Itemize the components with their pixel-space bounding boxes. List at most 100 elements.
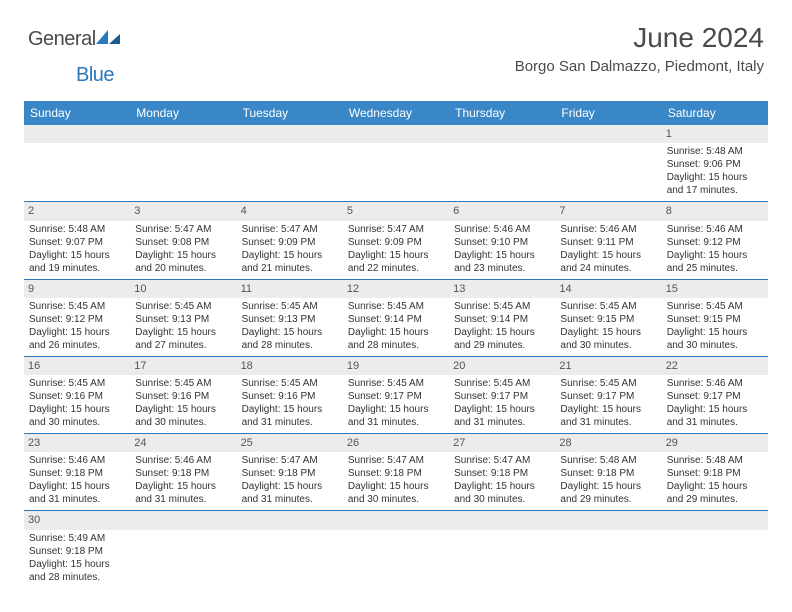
day-info-line: Sunrise: 5:45 AM — [454, 377, 550, 390]
calendar-day-cell: 30Sunrise: 5:49 AMSunset: 9:18 PMDayligh… — [24, 511, 130, 588]
day-info-line: Daylight: 15 hours — [560, 249, 656, 262]
day-info-line: Sunset: 9:13 PM — [242, 313, 338, 326]
day-info-line: and 30 minutes. — [135, 416, 231, 429]
day-info-line: and 23 minutes. — [454, 262, 550, 275]
day-info-line: Sunset: 9:06 PM — [667, 158, 763, 171]
calendar-day-cell: 11 Sunrise: 5:45 AMSunset: 9:13 PMDayligh… — [237, 279, 343, 356]
calendar-day-cell: 27Sunrise: 5:47 AMSunset: 9:18 PMDayligh… — [449, 434, 555, 511]
calendar-day-cell: 1Sunrise: 5:48 AMSunset: 9:06 PMDaylight… — [662, 125, 768, 202]
day-info-line: Sunrise: 5:48 AM — [667, 454, 763, 467]
day-info-line: Sunrise: 5:45 AM — [242, 377, 338, 390]
sail-icon — [94, 28, 122, 46]
day-info-line: Sunset: 9:18 PM — [454, 467, 550, 480]
calendar-body: 1Sunrise: 5:48 AMSunset: 9:06 PMDaylight… — [24, 125, 768, 588]
day-info-line: Daylight: 15 hours — [560, 403, 656, 416]
day-info-line: and 30 minutes. — [29, 416, 125, 429]
day-info-line: Sunset: 9:07 PM — [29, 236, 125, 249]
day-info-line: and 29 minutes. — [454, 339, 550, 352]
day-info-line: Sunrise: 5:45 AM — [560, 377, 656, 390]
day-info-line: and 31 minutes. — [348, 416, 444, 429]
col-friday: Friday — [555, 101, 661, 125]
day-info-line: Sunset: 9:18 PM — [560, 467, 656, 480]
day-info-line: Sunrise: 5:46 AM — [667, 377, 763, 390]
day-info-line: Sunrise: 5:46 AM — [454, 223, 550, 236]
day-info-line: Sunrise: 5:47 AM — [135, 223, 231, 236]
day-info-line: and 21 minutes. — [242, 262, 338, 275]
calendar-day-cell: 8Sunrise: 5:46 AMSunset: 9:12 PMDaylight… — [662, 202, 768, 279]
day-number: 9 — [24, 280, 130, 298]
day-info-line: and 31 minutes. — [135, 493, 231, 506]
logo: General Blue — [28, 28, 122, 87]
calendar-day-cell: 3Sunrise: 5:47 AMSunset: 9:08 PMDaylight… — [130, 202, 236, 279]
calendar-day-cell — [555, 125, 661, 202]
day-info-line: Sunrise: 5:47 AM — [454, 454, 550, 467]
day-info-line: Daylight: 15 hours — [135, 326, 231, 339]
calendar-day-cell: 14Sunrise: 5:45 AMSunset: 9:15 PMDayligh… — [555, 279, 661, 356]
day-info-line: and 30 minutes. — [348, 493, 444, 506]
day-info-line: Sunrise: 5:47 AM — [242, 454, 338, 467]
day-info-line: and 28 minutes. — [29, 571, 125, 584]
calendar-day-cell: 6Sunrise: 5:46 AMSunset: 9:10 PMDaylight… — [449, 202, 555, 279]
day-info-line: Daylight: 15 hours — [667, 249, 763, 262]
day-info-line: Daylight: 15 hours — [135, 403, 231, 416]
day-info-line: Sunrise: 5:46 AM — [560, 223, 656, 236]
day-info-line: Daylight: 15 hours — [242, 326, 338, 339]
day-info-line: Sunrise: 5:46 AM — [667, 223, 763, 236]
calendar-day-cell — [449, 125, 555, 202]
day-info-line: Sunset: 9:18 PM — [348, 467, 444, 480]
day-info-line: Sunrise: 5:45 AM — [29, 300, 125, 313]
day-number: 27 — [449, 434, 555, 452]
calendar-day-cell: 13Sunrise: 5:45 AMSunset: 9:14 PMDayligh… — [449, 279, 555, 356]
day-info-line: and 29 minutes. — [667, 493, 763, 506]
calendar-day-cell — [555, 511, 661, 588]
day-number: 16 — [24, 357, 130, 375]
day-number: 2 — [24, 202, 130, 220]
calendar-day-cell — [449, 511, 555, 588]
day-info-line: Daylight: 15 hours — [667, 480, 763, 493]
day-info-line: Sunrise: 5:45 AM — [454, 300, 550, 313]
month-title: June 2024 — [515, 22, 764, 54]
day-number: 18 — [237, 357, 343, 375]
day-info-line: Sunrise: 5:45 AM — [242, 300, 338, 313]
day-info-line: Sunrise: 5:45 AM — [348, 300, 444, 313]
calendar-day-cell: 10Sunrise: 5:45 AMSunset: 9:13 PMDayligh… — [130, 279, 236, 356]
day-number — [449, 511, 555, 529]
day-number: 29 — [662, 434, 768, 452]
logo-text-1: General — [28, 28, 96, 50]
calendar-week-row: 2Sunrise: 5:48 AMSunset: 9:07 PMDaylight… — [24, 202, 768, 279]
calendar-week-row: 9Sunrise: 5:45 AMSunset: 9:12 PMDaylight… — [24, 279, 768, 356]
day-number: 11 — [237, 280, 343, 298]
day-info-line: Sunset: 9:11 PM — [560, 236, 656, 249]
day-info-line: and 28 minutes. — [348, 339, 444, 352]
day-info-line: Sunset: 9:09 PM — [348, 236, 444, 249]
day-info-line: Daylight: 15 hours — [29, 480, 125, 493]
day-number: 20 — [449, 357, 555, 375]
day-info-line: Sunset: 9:17 PM — [667, 390, 763, 403]
day-number: 14 — [555, 280, 661, 298]
calendar-table: Sunday Monday Tuesday Wednesday Thursday… — [24, 101, 768, 588]
day-number: 24 — [130, 434, 236, 452]
calendar-day-cell: 19Sunrise: 5:45 AMSunset: 9:17 PMDayligh… — [343, 356, 449, 433]
day-info-line: Sunset: 9:18 PM — [667, 467, 763, 480]
day-number: 8 — [662, 202, 768, 220]
day-number: 5 — [343, 202, 449, 220]
day-info-line: Daylight: 15 hours — [454, 249, 550, 262]
calendar-day-cell: 26Sunrise: 5:47 AMSunset: 9:18 PMDayligh… — [343, 434, 449, 511]
day-info-line: and 30 minutes. — [454, 493, 550, 506]
day-number: 22 — [662, 357, 768, 375]
day-info-line: Sunset: 9:10 PM — [454, 236, 550, 249]
calendar-day-cell: 7 Sunrise: 5:46 AMSunset: 9:11 PMDaylight… — [555, 202, 661, 279]
calendar-week-row: 16Sunrise: 5:45 AMSunset: 9:16 PMDayligh… — [24, 356, 768, 433]
day-info-line: Daylight: 15 hours — [560, 480, 656, 493]
calendar-day-cell — [343, 125, 449, 202]
day-number: 25 — [237, 434, 343, 452]
day-info-line: Sunrise: 5:46 AM — [29, 454, 125, 467]
day-info-line: Sunset: 9:17 PM — [348, 390, 444, 403]
day-info-line: and 17 minutes. — [667, 184, 763, 197]
location-label: Borgo San Dalmazzo, Piedmont, Italy — [515, 58, 764, 75]
day-number: 12 — [343, 280, 449, 298]
day-number: 7 — [555, 202, 661, 220]
day-number: 19 — [343, 357, 449, 375]
day-info-line: and 29 minutes. — [560, 493, 656, 506]
calendar-day-cell: 18Sunrise: 5:45 AMSunset: 9:16 PMDayligh… — [237, 356, 343, 433]
